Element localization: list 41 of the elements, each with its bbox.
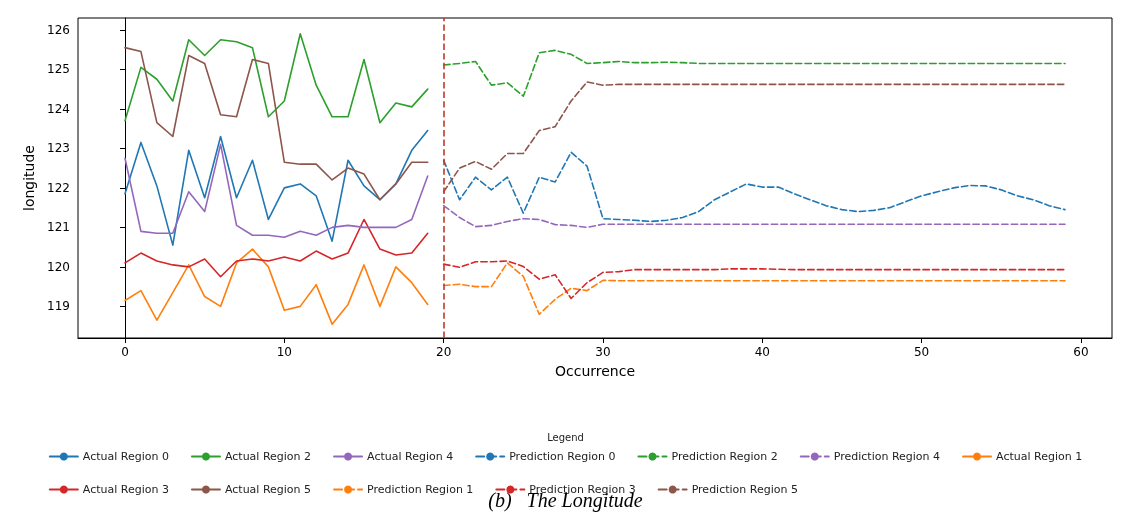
legend-label: Prediction Region 2 [671,450,778,463]
x-tick-label: 30 [595,345,611,359]
legend-label: Prediction Region 5 [691,483,798,496]
y-tick-label: 123 [47,141,70,156]
legend-label: Actual Region 3 [82,483,169,496]
y-tick-label: 124 [47,101,70,116]
legend-label: Actual Region 4 [367,450,454,463]
y-axis-title: longitude [21,145,37,211]
x-tick-label: 0 [121,345,129,359]
legend-label: Actual Region 5 [224,483,312,496]
legend-label: Actual Region 1 [996,450,1083,463]
line-series [442,81,1066,193]
x-tick-label: 50 [913,345,930,359]
line-series [124,46,429,201]
y-tick-label: 120 [47,259,70,274]
x-axis-title: Occurrence [554,363,636,379]
line-series [124,129,429,246]
x-tick-label: 40 [754,345,770,359]
x-tick-label: 60 [1073,345,1089,359]
y-tick-label: 121 [47,220,70,235]
y-tick-label: 126 [47,22,70,37]
line-series [124,248,429,325]
line-series [442,204,1066,229]
legend-label: Prediction Region 1 [367,483,474,496]
y-tick-label: 119 [47,299,70,314]
legend-title: Legend [547,431,584,443]
x-tick-label: 10 [276,345,292,359]
legend-label: Prediction Region 4 [833,450,941,463]
line-series [124,143,429,239]
y-tick-label: 122 [47,180,70,195]
legend-label: Prediction Region 0 [509,450,616,463]
line-series [124,33,429,124]
y-tick-label: 125 [47,62,70,77]
legend-label: Actual Region 2 [224,450,312,463]
x-tick-label: 20 [436,345,452,359]
line-series [442,260,1066,300]
line-series [442,49,1066,98]
line-series [442,262,1066,316]
line-series [442,151,1066,223]
line-series [124,218,429,278]
legend-label: Actual Region 0 [82,450,169,463]
